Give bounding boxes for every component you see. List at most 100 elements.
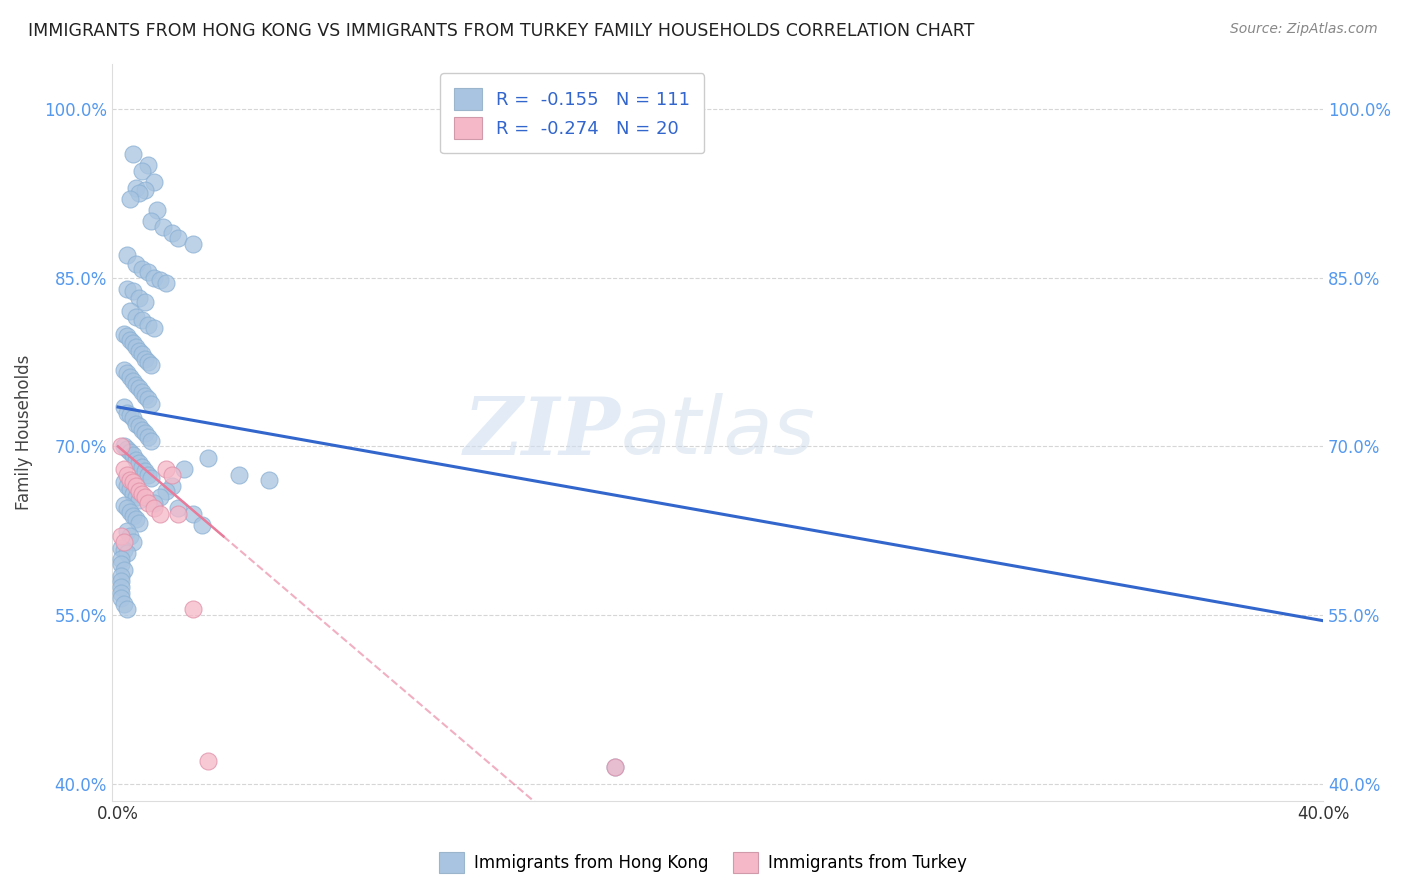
Point [112, 439, 135, 453]
Point [131, 347, 153, 361]
Point [118, 192, 141, 206]
Point [136, 467, 159, 482]
Point [134, 351, 156, 366]
Point [155, 484, 177, 499]
Point [143, 321, 166, 335]
Point [152, 220, 174, 235]
Point [110, 529, 132, 543]
Point [136, 318, 159, 332]
Point [115, 602, 138, 616]
Point [131, 385, 153, 400]
Point [112, 563, 135, 577]
Point [125, 310, 148, 324]
Point [115, 248, 138, 262]
Point [110, 439, 132, 453]
Point [118, 333, 141, 347]
Point [110, 574, 132, 589]
Point [603, 760, 626, 774]
Point [118, 304, 141, 318]
Point [112, 400, 135, 414]
Point [112, 326, 135, 341]
Point [143, 175, 166, 189]
Point [112, 363, 135, 377]
Point [112, 475, 135, 490]
Point [128, 291, 150, 305]
Legend: R =  -0.155   N = 111, R =  -0.274   N = 20: R = -0.155 N = 111, R = -0.274 N = 20 [440, 73, 704, 153]
Point [118, 529, 141, 543]
Point [197, 450, 219, 465]
Point [128, 186, 150, 201]
Point [136, 430, 159, 444]
Point [115, 329, 138, 343]
Point [125, 377, 148, 392]
Point [136, 158, 159, 172]
Point [136, 392, 159, 406]
Point [122, 486, 145, 500]
Point [197, 754, 219, 768]
Legend: Immigrants from Hong Kong, Immigrants from Turkey: Immigrants from Hong Kong, Immigrants fr… [432, 846, 974, 880]
Text: atlas: atlas [620, 393, 815, 471]
Text: ZIP: ZIP [464, 393, 620, 471]
Point [136, 265, 159, 279]
Point [110, 568, 132, 582]
Point [122, 284, 145, 298]
Point [167, 501, 190, 516]
Point [112, 535, 135, 549]
Point [112, 542, 135, 557]
Point [139, 434, 162, 448]
Point [181, 602, 204, 616]
Point [110, 585, 132, 599]
Point [134, 425, 156, 440]
Point [134, 389, 156, 403]
Point [143, 501, 166, 516]
Point [167, 507, 190, 521]
Point [122, 335, 145, 350]
Point [122, 449, 145, 463]
Point [125, 341, 148, 355]
Point [122, 475, 145, 490]
Point [181, 237, 204, 252]
Point [115, 442, 138, 456]
Point [173, 462, 195, 476]
Point [128, 493, 150, 508]
Point [136, 495, 159, 509]
Point [115, 467, 138, 482]
Point [228, 467, 250, 482]
Point [146, 203, 169, 218]
Point [136, 355, 159, 369]
Point [149, 507, 172, 521]
Point [139, 214, 162, 228]
Point [115, 501, 138, 516]
Point [125, 180, 148, 194]
Point [131, 313, 153, 327]
Point [139, 359, 162, 373]
Point [134, 464, 156, 478]
Point [115, 282, 138, 296]
Point [128, 343, 150, 358]
Point [160, 479, 183, 493]
Point [191, 518, 214, 533]
Point [112, 462, 135, 476]
Point [115, 524, 138, 538]
Point [139, 397, 162, 411]
Point [110, 591, 132, 606]
Point [125, 453, 148, 467]
Point [112, 498, 135, 512]
Point [128, 381, 150, 395]
Point [128, 456, 150, 470]
Point [125, 490, 148, 504]
Point [181, 507, 204, 521]
Point [134, 183, 156, 197]
Point [134, 490, 156, 504]
Point [122, 374, 145, 388]
Point [115, 546, 138, 560]
Point [110, 558, 132, 572]
Point [118, 473, 141, 487]
Point [131, 486, 153, 500]
Point [118, 482, 141, 496]
Point [167, 231, 190, 245]
Point [125, 417, 148, 431]
Point [128, 484, 150, 499]
Point [125, 512, 148, 526]
Point [115, 367, 138, 381]
